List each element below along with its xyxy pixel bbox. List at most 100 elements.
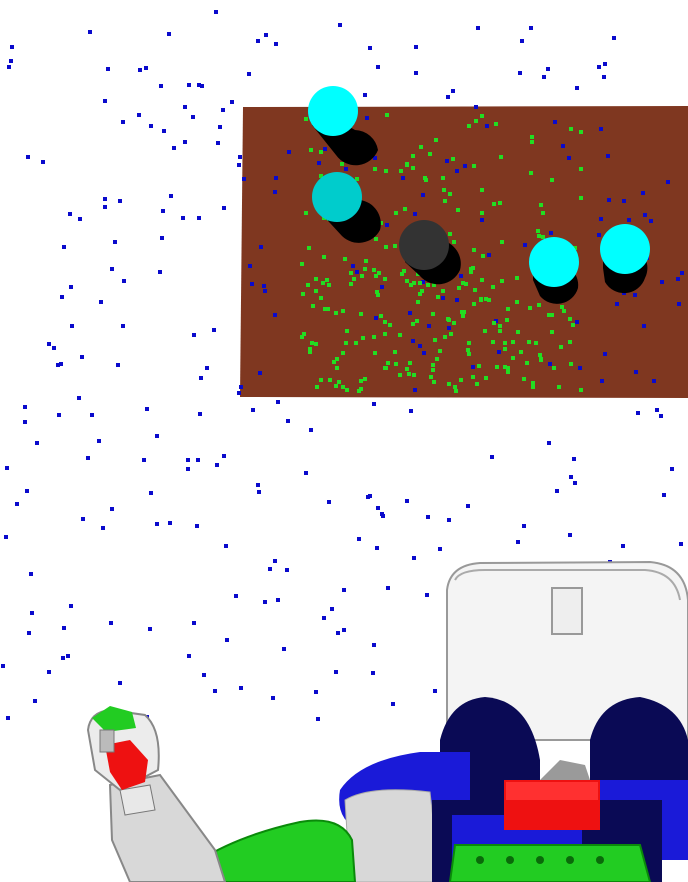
free-point xyxy=(259,245,263,249)
free-point xyxy=(323,147,327,151)
free-point xyxy=(81,517,85,521)
free-point xyxy=(5,466,9,470)
table-point xyxy=(462,310,466,314)
table-point xyxy=(394,362,398,366)
free-point xyxy=(191,115,195,119)
cylinder-dark xyxy=(399,220,461,285)
table-point xyxy=(319,150,323,154)
free-point xyxy=(373,156,377,160)
table-point xyxy=(569,362,573,366)
table-point xyxy=(383,277,387,281)
table-point xyxy=(500,240,504,244)
table-point xyxy=(405,279,409,283)
table-point xyxy=(515,300,519,304)
table-point xyxy=(537,303,541,307)
free-point xyxy=(548,362,552,366)
free-point xyxy=(6,716,10,720)
free-point xyxy=(274,42,278,46)
table-point xyxy=(402,269,406,273)
table-point xyxy=(334,311,338,315)
free-point xyxy=(549,231,553,235)
free-point xyxy=(391,702,395,706)
free-point xyxy=(603,62,607,66)
table-point xyxy=(314,289,318,293)
table-point xyxy=(472,164,476,168)
table-point xyxy=(491,285,495,289)
free-point xyxy=(57,413,61,417)
table-point xyxy=(364,259,368,263)
table-point xyxy=(461,314,465,318)
table-point xyxy=(467,124,471,128)
free-point xyxy=(225,638,229,642)
free-point xyxy=(485,124,489,128)
table-point xyxy=(548,313,552,317)
table-point xyxy=(538,353,542,357)
free-point xyxy=(627,218,631,222)
table-point xyxy=(379,314,383,318)
table-point xyxy=(568,317,572,321)
table-point xyxy=(480,278,484,282)
free-point xyxy=(421,193,425,197)
table-point xyxy=(328,378,332,382)
table-point xyxy=(379,221,383,225)
free-point xyxy=(197,216,201,220)
table-point xyxy=(319,174,323,178)
table-point xyxy=(360,274,364,278)
table-point xyxy=(373,167,377,171)
free-point xyxy=(7,65,11,69)
free-point xyxy=(286,419,290,423)
table-point xyxy=(475,382,479,386)
table-point xyxy=(472,248,476,252)
free-point xyxy=(33,699,37,703)
table-point xyxy=(304,211,308,215)
table-point xyxy=(431,312,435,316)
table-point xyxy=(456,208,460,212)
table-point xyxy=(300,262,304,266)
free-point xyxy=(47,342,51,346)
free-point xyxy=(4,535,8,539)
cylinder-teal xyxy=(312,172,381,243)
table-point xyxy=(383,320,387,324)
free-point xyxy=(466,504,470,508)
table-point xyxy=(539,357,543,361)
free-point xyxy=(186,467,190,471)
free-point xyxy=(110,507,114,511)
table-point xyxy=(355,177,359,181)
free-point xyxy=(262,284,266,288)
table-point xyxy=(309,148,313,152)
free-point xyxy=(263,600,267,604)
table-point xyxy=(319,378,323,382)
free-point xyxy=(161,209,165,213)
free-point xyxy=(218,125,222,129)
table-point xyxy=(415,319,419,323)
table-point xyxy=(377,271,381,275)
free-point xyxy=(149,124,153,128)
free-point xyxy=(603,352,607,356)
free-point xyxy=(376,506,380,510)
table-point xyxy=(469,270,473,274)
free-point xyxy=(342,628,346,632)
table-point xyxy=(474,119,478,123)
free-point xyxy=(438,547,442,551)
table-point xyxy=(385,113,389,117)
free-point xyxy=(518,71,522,75)
free-point xyxy=(273,559,277,563)
table-point xyxy=(323,307,327,311)
table-point xyxy=(528,306,532,310)
table-point xyxy=(568,340,572,344)
table-point xyxy=(466,348,470,352)
free-point xyxy=(314,690,318,694)
table-point xyxy=(442,188,446,192)
free-point xyxy=(35,441,39,445)
free-point xyxy=(62,626,66,630)
free-point xyxy=(597,233,601,237)
free-point xyxy=(234,594,238,598)
table-point xyxy=(306,283,310,287)
free-point xyxy=(183,140,187,144)
free-point xyxy=(195,524,199,528)
robot-body xyxy=(339,560,688,882)
free-point xyxy=(183,105,187,109)
table-point xyxy=(374,274,378,278)
free-point xyxy=(441,296,445,300)
free-point xyxy=(239,686,243,690)
